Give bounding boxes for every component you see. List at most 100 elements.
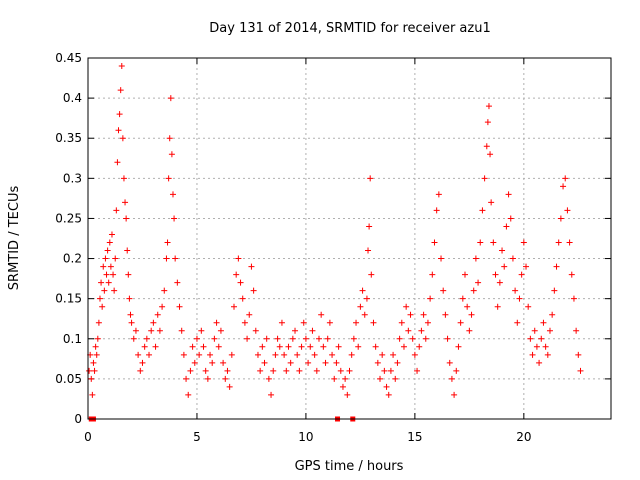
data-point [562,175,569,182]
data-point [150,319,157,326]
data-point [435,191,442,198]
data-point [104,247,111,254]
data-point [167,95,174,102]
data-point [298,343,305,350]
data-point [429,271,436,278]
y-axis-label: SRMTID / TECUs [7,186,22,291]
data-point [331,375,338,382]
data-point [156,327,163,334]
data-point [477,239,484,246]
data-point [553,263,560,270]
data-point [549,311,556,318]
data-point [520,239,527,246]
data-point [135,351,142,358]
data-point [329,351,336,358]
data-point [99,303,106,310]
data-point [555,239,562,246]
data-point [339,383,346,390]
data-point [250,287,257,294]
data-point [222,375,229,382]
data-point [346,367,353,374]
data-point [536,359,543,366]
data-point [335,343,342,350]
data-point [96,295,103,302]
data-point [89,391,96,398]
data-point [187,367,194,374]
data-point [577,367,584,374]
data-point [169,191,176,198]
data-point [483,143,490,150]
data-point [248,263,255,270]
x-axis-ticks: 0 5 10 15 20 [84,58,531,444]
data-point [440,287,447,294]
data-point [448,375,455,382]
data-point [272,351,279,358]
data-point [431,239,438,246]
data-point [226,383,233,390]
data-point [183,375,190,382]
data-point [455,343,462,350]
data-point [113,207,120,214]
data-point [568,271,575,278]
data-point [379,351,386,358]
y-tick-label: 0 [74,412,82,426]
data-point [400,343,407,350]
data-point [488,199,495,206]
data-point [509,255,516,262]
data-point [106,239,113,246]
data-point [180,351,187,358]
data-point [296,367,303,374]
data-point [193,335,200,342]
data-point [276,343,283,350]
data-point [289,335,296,342]
data-point [105,279,112,286]
data-point [350,335,357,342]
x-axis-label: GPS time / hours [295,459,404,474]
data-point [268,391,275,398]
data-point [128,319,135,326]
data-point [492,271,499,278]
data-point [516,295,523,302]
data-point [438,255,445,262]
data-point [126,295,133,302]
data-point [361,311,368,318]
data-point [148,327,155,334]
x-tick-label: 20 [516,430,531,444]
data-point [414,367,421,374]
data-point [451,391,458,398]
data-point [533,343,540,350]
data-point [112,255,119,262]
y-tick-label: 0.15 [55,292,82,306]
data-point [154,311,161,318]
data-point [115,127,122,134]
y-tick-label: 0.25 [55,211,82,225]
gridlines [88,58,611,419]
data-point [487,151,494,158]
data-point [91,367,98,374]
data-point [93,351,100,358]
data-point [132,327,139,334]
data-point [211,335,218,342]
data-point [159,303,166,310]
data-point [185,391,192,398]
y-tick-label: 0.05 [55,372,82,386]
data-point [344,391,351,398]
data-point [127,311,134,318]
data-point [405,327,412,334]
data-point [359,287,366,294]
data-point [165,175,172,182]
data-point [270,367,277,374]
data-point [499,247,506,254]
data-point [305,359,312,366]
data-point [252,327,259,334]
data-point [529,351,536,358]
data-point [108,231,115,238]
data-point [390,351,397,358]
data-point [202,367,209,374]
data-point [503,223,510,230]
plot-frame [87,57,612,420]
data-point [204,375,211,382]
data-point [231,303,238,310]
data-point [485,103,492,110]
data-point [95,319,102,326]
